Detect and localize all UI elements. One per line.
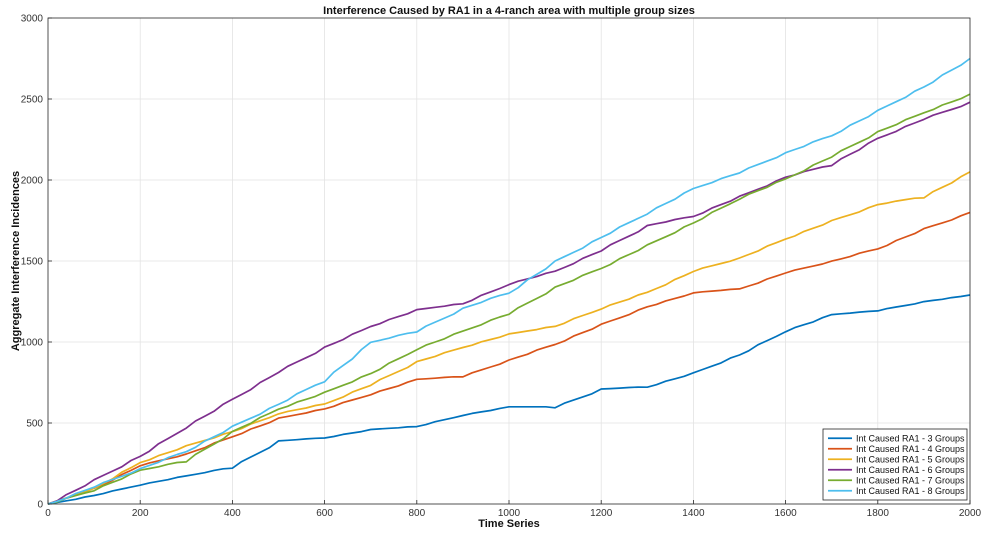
x-tick-label: 1200 (590, 508, 613, 519)
series-line (47, 93, 971, 505)
y-tick-label: 0 (37, 500, 43, 511)
series-layer (47, 57, 971, 505)
tick-layer: 0 200 400 600 800 1000 1200 1400 1600 1800 2000 0 50… (21, 14, 981, 520)
series-line (47, 294, 971, 505)
legend-entry: Int Caused RA1 - 3 Groups (856, 433, 965, 443)
x-tick-label: 1800 (867, 508, 890, 519)
x-tick-label: 200 (132, 508, 149, 519)
x-tick-label: 600 (316, 508, 333, 519)
y-axis-label: Aggregate Interference Incidences (10, 171, 22, 351)
x-tick-label: 1600 (774, 508, 797, 519)
y-tick-label: 1000 (21, 338, 44, 349)
legend-entry: Int Caused RA1 - 7 Groups (856, 475, 965, 485)
x-tick-label: 1000 (498, 508, 521, 519)
x-tick-label: 0 (45, 508, 51, 519)
series-line (47, 171, 971, 505)
legend-entry: Int Caused RA1 - 8 Groups (856, 486, 965, 496)
y-tick-label: 3000 (21, 14, 44, 25)
legend-entry: Int Caused RA1 - 4 Groups (856, 444, 965, 454)
legend-entry: Int Caused RA1 - 6 Groups (856, 465, 965, 475)
legend-box (822, 428, 968, 501)
x-tick-label: 800 (408, 508, 425, 519)
series-line (47, 211, 971, 505)
series-line (47, 57, 971, 505)
legend-entry: Int Caused RA1 - 5 Groups (856, 454, 965, 464)
x-tick-label: 2000 (959, 508, 981, 519)
x-axis-label: Time Series (478, 518, 540, 530)
y-tick-label: 2000 (21, 176, 44, 187)
y-tick-label: 500 (26, 419, 43, 430)
y-tick-label: 1500 (21, 257, 44, 268)
x-tick-label: 1400 (682, 508, 705, 519)
chart-title: Interference Caused by RA1 in a 4-ranch … (323, 5, 695, 17)
y-tick-label: 2500 (21, 95, 44, 106)
series-line (47, 101, 971, 505)
grid-layer (48, 18, 970, 504)
x-tick-label: 400 (224, 508, 241, 519)
